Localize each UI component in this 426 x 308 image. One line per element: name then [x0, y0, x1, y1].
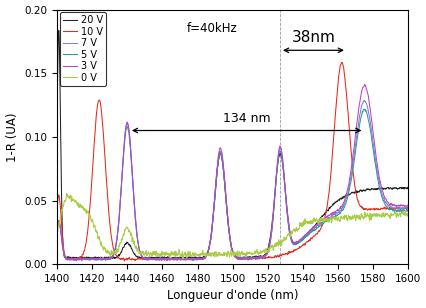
0 V [201, 252, 207, 255]
Text: 38nm: 38nm [291, 30, 334, 45]
Line: 0 V: 0 V [57, 193, 407, 259]
Line: 20 V: 20 V [57, 30, 407, 259]
7 V [405, 208, 410, 211]
Line: 7 V: 7 V [57, 101, 407, 261]
10 V [377, 208, 382, 211]
10 V [54, 205, 59, 209]
20 V [221, 175, 226, 178]
20 V [54, 108, 59, 112]
0 V [377, 214, 382, 218]
3 V [361, 83, 366, 87]
20 V [101, 257, 106, 261]
10 V [309, 236, 314, 240]
7 V [204, 252, 210, 256]
7 V [54, 226, 59, 230]
10 V [121, 259, 127, 263]
3 V [221, 170, 226, 174]
5 V [394, 209, 399, 213]
10 V [394, 207, 399, 210]
5 V [361, 107, 366, 111]
3 V [54, 225, 59, 229]
0 V [204, 253, 210, 257]
0 V [221, 250, 226, 254]
7 V [394, 206, 399, 210]
20 V [309, 226, 314, 230]
20 V [56, 29, 61, 32]
7 V [201, 256, 207, 260]
3 V [394, 204, 399, 207]
5 V [190, 259, 195, 262]
20 V [405, 186, 410, 190]
3 V [204, 252, 210, 255]
7 V [361, 99, 366, 103]
Text: 134 nm: 134 nm [222, 112, 270, 125]
Line: 5 V: 5 V [57, 109, 407, 261]
0 V [180, 257, 185, 261]
3 V [309, 227, 314, 231]
0 V [309, 221, 314, 225]
0 V [54, 230, 59, 234]
3 V [377, 180, 382, 184]
3 V [73, 259, 78, 263]
5 V [309, 229, 314, 233]
7 V [377, 187, 382, 190]
10 V [338, 61, 343, 64]
5 V [221, 174, 226, 178]
0 V [64, 192, 69, 195]
20 V [377, 187, 382, 191]
Text: f=40kHz: f=40kHz [187, 22, 237, 35]
Line: 10 V: 10 V [57, 63, 407, 261]
5 V [54, 226, 59, 229]
20 V [204, 250, 210, 253]
10 V [204, 252, 210, 256]
0 V [405, 212, 410, 216]
7 V [309, 228, 314, 232]
Legend: 20 V, 10 V, 7 V, 5 V, 3 V, 0 V: 20 V, 10 V, 7 V, 5 V, 3 V, 0 V [60, 12, 106, 86]
5 V [201, 256, 207, 259]
10 V [405, 207, 410, 210]
0 V [394, 214, 399, 217]
Y-axis label: 1-R (UA): 1-R (UA) [6, 112, 18, 162]
5 V [405, 208, 410, 211]
3 V [201, 256, 207, 259]
7 V [161, 259, 167, 262]
5 V [204, 252, 210, 255]
X-axis label: Longueur d'onde (nm): Longueur d'onde (nm) [167, 290, 298, 302]
Line: 3 V: 3 V [57, 85, 407, 261]
7 V [221, 171, 226, 175]
20 V [394, 187, 399, 191]
3 V [405, 203, 410, 207]
10 V [221, 174, 226, 177]
5 V [377, 188, 382, 192]
10 V [201, 256, 207, 259]
20 V [201, 256, 207, 259]
